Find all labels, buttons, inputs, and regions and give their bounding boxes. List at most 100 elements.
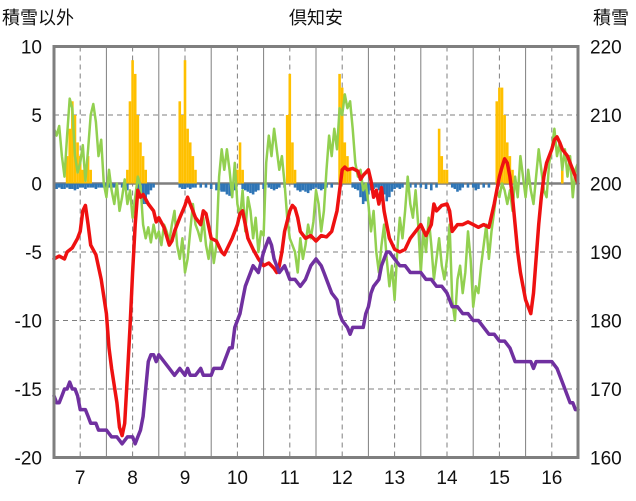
x-tick: 13: [384, 468, 405, 489]
snow_change-bar: [254, 183, 258, 192]
snowfall-bar: [178, 101, 182, 184]
snow_change-bar: [296, 183, 299, 191]
snow_change-bar: [435, 183, 438, 188]
x-tick: 8: [127, 468, 138, 489]
snow_change-bar: [414, 183, 417, 188]
snow_change-bar: [94, 183, 98, 189]
x-tick: 15: [489, 468, 510, 489]
snowfall-bar: [293, 169, 297, 184]
snow_change-bar: [55, 183, 58, 189]
snow_change-bar: [204, 183, 208, 188]
snow_change-bar: [199, 183, 203, 188]
snow_change-bar: [188, 183, 192, 189]
snow_change-bar: [65, 183, 69, 188]
snow_change-bar: [466, 183, 470, 188]
snow_change-bar: [330, 183, 334, 188]
y-tick-right: 200: [590, 175, 622, 196]
snowfall-bar: [343, 142, 347, 184]
snow_change-bar: [97, 183, 100, 188]
snow_change-bar: [249, 183, 252, 194]
temperature-line: [52, 135, 580, 438]
snow_change-bar: [107, 183, 111, 188]
snowfall-bar: [71, 101, 74, 184]
snowfall-bar: [445, 169, 449, 184]
x-tick: 14: [436, 468, 458, 489]
snow_change-bar: [73, 183, 77, 191]
bar-series: [55, 60, 564, 205]
snowfall-bar: [291, 142, 294, 184]
snowfall-bar: [500, 87, 504, 184]
line-series: [52, 93, 580, 446]
snow_change-bar: [424, 183, 428, 189]
snowfall-bar: [340, 87, 344, 184]
snow_change-bar: [181, 183, 184, 189]
snow_change-bar: [178, 183, 182, 188]
snowfall-bar: [78, 156, 82, 184]
snow_change-bar: [270, 183, 273, 189]
snowfall-bar: [503, 115, 506, 184]
snow_change-bar: [228, 183, 231, 196]
snow_change-bar: [84, 183, 87, 189]
snow_change-bar: [81, 183, 85, 188]
snow_change-bar: [272, 183, 276, 191]
snowfall-bar: [181, 115, 184, 184]
y-tick-left: -5: [25, 243, 42, 264]
snowfall-bar: [241, 169, 244, 184]
snow_change-bar: [194, 183, 197, 188]
snow_change-bar: [456, 183, 459, 192]
snow_change-bar: [359, 183, 362, 198]
snow_change-bar: [487, 183, 491, 188]
snowfall-bar: [191, 156, 195, 184]
snowfall-bar: [183, 60, 187, 184]
snow_change-bar: [312, 183, 315, 189]
snow_change-bar: [275, 183, 278, 189]
snowfall-bar: [498, 87, 501, 184]
snow_change-bar: [367, 183, 370, 195]
snow_change-bar: [382, 183, 386, 195]
snowfall-bar: [89, 169, 92, 184]
y-tick-right: 170: [590, 380, 622, 401]
snow_change-bar: [76, 183, 79, 189]
snow_change-bar: [246, 183, 250, 192]
snow_change-bar: [223, 183, 226, 192]
snow_change-bar: [120, 183, 124, 188]
snow_change-bar: [395, 183, 399, 188]
snowfall-bar: [131, 60, 134, 184]
snow_change-bar: [89, 183, 92, 188]
snowfall-bar: [440, 156, 444, 184]
snowfall-bar: [141, 156, 145, 184]
snowfall-bar: [133, 73, 137, 184]
snow_change-bar: [453, 183, 457, 189]
snow_change-bar: [374, 183, 378, 188]
snowfall-bar: [65, 156, 69, 184]
snow_change-bar: [372, 183, 375, 189]
snow_change-bar: [409, 183, 412, 188]
snow_change-bar: [293, 183, 297, 188]
snow_change-bar: [458, 183, 462, 191]
x-tick: 10: [227, 468, 248, 489]
snowfall-bar: [437, 128, 441, 184]
snow_change-bar: [186, 183, 189, 188]
y-tick-left: -20: [15, 449, 42, 470]
snow_change-bar: [220, 183, 223, 192]
y-tick-left: 5: [31, 106, 42, 127]
snow_change-bar: [419, 183, 423, 188]
x-tick: 7: [75, 468, 86, 489]
humidity-line: [52, 93, 580, 322]
snowfall-bar: [76, 142, 79, 184]
snowfall-bar: [188, 142, 192, 184]
y-tick-right: 190: [590, 243, 622, 264]
chart-title: 倶知安: [289, 8, 343, 29]
snow_change-bar: [471, 183, 475, 188]
snow_change-bar: [209, 183, 213, 189]
y-tick-right: 180: [590, 312, 622, 333]
plot-frame: [52, 45, 580, 459]
snow_change-bar: [322, 183, 326, 189]
snow_change-bar: [474, 183, 478, 191]
snow_change-bar: [243, 183, 247, 191]
snow_change-bar: [78, 183, 82, 188]
snow_change-bar: [351, 183, 354, 188]
snowfall-bar: [236, 169, 239, 184]
snow_change-bar: [257, 183, 260, 191]
